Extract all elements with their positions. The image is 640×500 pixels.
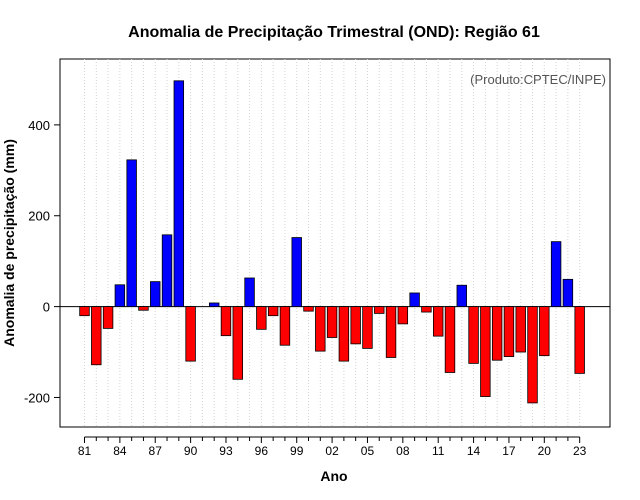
bar-2013 — [456, 284, 467, 308]
bar-2008 — [397, 306, 409, 325]
x-tick-label: 84 — [113, 444, 127, 458]
bar-1998 — [279, 306, 291, 346]
x-tick-label: 90 — [184, 444, 198, 458]
bar-2020 — [539, 306, 550, 357]
x-tick-label: 14 — [467, 444, 481, 458]
bar-2007 — [385, 306, 397, 358]
source-note: (Produto:CPTEC/INPE) — [470, 72, 606, 87]
x-tick-label: 11 — [432, 444, 445, 458]
x-axis-ticks: 81 84 87 90 93 96 99 02 05 08 11 14 17 20 23 — [78, 437, 587, 458]
bar-2009 — [409, 292, 420, 308]
bar-2014 — [468, 306, 479, 364]
bar-2023 — [574, 306, 585, 374]
y-axis-ticks: -200 0 200 400 — [24, 118, 60, 405]
bar-2006 — [374, 306, 385, 314]
bar-2012 — [444, 306, 456, 373]
bar-2015 — [480, 306, 491, 397]
bar-2017 — [503, 306, 515, 357]
x-tick-label: 20 — [538, 444, 552, 458]
bar-1985 — [126, 159, 137, 308]
bar-2010 — [421, 306, 432, 313]
bar-1990 — [185, 306, 196, 362]
bar-1983 — [102, 306, 114, 329]
bar-1995 — [244, 277, 255, 308]
bars — [79, 80, 585, 404]
x-tick-label: 05 — [361, 444, 375, 458]
x-axis-title: Ano — [320, 468, 347, 484]
bar-2018 — [515, 306, 526, 353]
bar-1996 — [256, 306, 267, 330]
x-tick-label: 02 — [325, 444, 339, 458]
bar-2021 — [550, 241, 562, 308]
bar-1988 — [161, 234, 173, 308]
x-tick-label: 96 — [255, 444, 269, 458]
bar-1982 — [91, 306, 102, 366]
bar-1994 — [232, 306, 243, 380]
x-tick-label: 93 — [219, 444, 233, 458]
bar-1984 — [114, 284, 126, 308]
bar-1987 — [150, 281, 161, 308]
plot-frame — [59, 58, 611, 428]
chart-title: Anomalia de Precipitação Trimestral (OND… — [128, 24, 540, 41]
bar-2022 — [562, 278, 574, 308]
bar-1981 — [79, 306, 90, 317]
y-tick-label: -200 — [24, 390, 50, 405]
bar-1986 — [138, 306, 149, 311]
bar-2002 — [326, 306, 338, 338]
bar-2019 — [527, 306, 538, 404]
y-tick-label: 200 — [28, 209, 50, 224]
x-tick-label: 17 — [502, 444, 516, 458]
bar-2011 — [432, 306, 444, 337]
x-tick-label: 81 — [78, 444, 92, 458]
bar-1993 — [220, 306, 232, 337]
bar-2016 — [491, 306, 503, 361]
bar-1997 — [267, 306, 279, 317]
y-tick-label: 400 — [28, 118, 50, 133]
x-tick-label: 08 — [396, 444, 410, 458]
bar-1989 — [173, 80, 185, 308]
y-tick-label: 0 — [43, 300, 50, 315]
bar-1999 — [291, 237, 302, 308]
x-tick-label: 23 — [573, 444, 587, 458]
grid-lines — [84, 59, 581, 427]
bar-2003 — [338, 306, 350, 362]
bar-2004 — [350, 306, 361, 345]
x-tick-label: 87 — [149, 444, 163, 458]
bar-2000 — [303, 306, 314, 312]
x-tick-label: 99 — [290, 444, 304, 458]
bar-1992 — [208, 302, 220, 308]
bar-2001 — [315, 306, 326, 352]
y-axis-title: Anomalia de precipitação (mm) — [1, 139, 17, 347]
bar-2005 — [362, 306, 373, 349]
